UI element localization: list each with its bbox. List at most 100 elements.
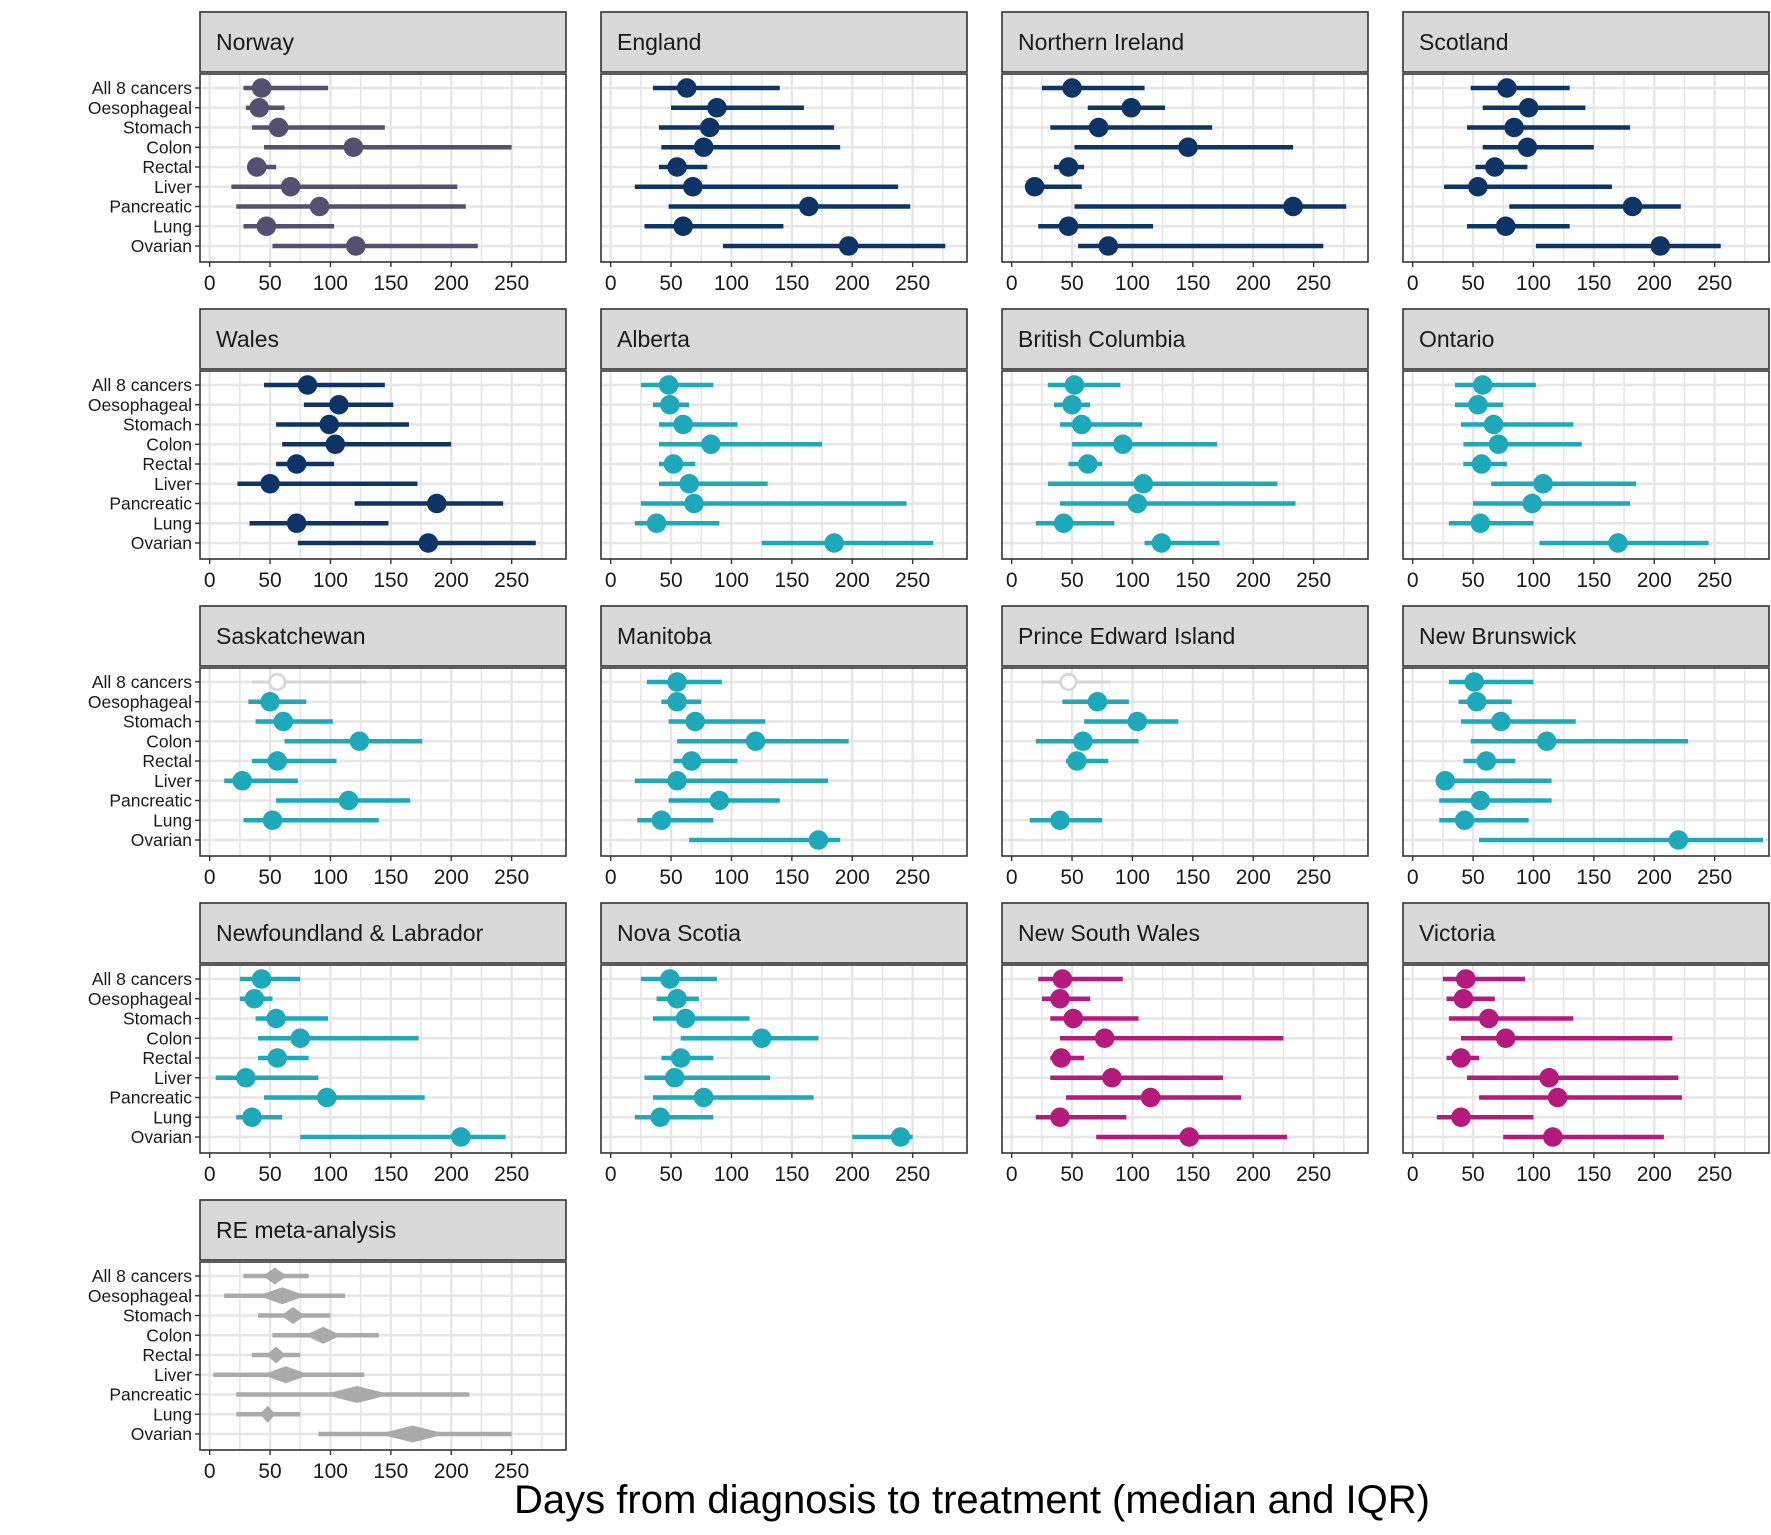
median-point <box>1476 751 1497 771</box>
median-point <box>670 1048 691 1068</box>
median-point <box>667 988 687 1009</box>
median-point <box>1542 1127 1563 1147</box>
x-tick-label: 250 <box>494 272 529 295</box>
x-tick-label: 250 <box>1697 569 1732 592</box>
median-point <box>667 672 687 692</box>
median-point <box>268 117 289 138</box>
median-point <box>273 711 294 732</box>
y-tick-label: All 8 cancers <box>92 672 192 692</box>
panel-border <box>600 73 968 263</box>
median-point <box>838 236 859 256</box>
median-point <box>1504 117 1524 138</box>
median-point <box>325 434 346 455</box>
facet-strip <box>199 605 567 667</box>
x-tick-label: 50 <box>258 569 281 592</box>
estimate-diamond <box>378 1425 447 1443</box>
median-point <box>1464 672 1485 692</box>
estimate-diamond <box>323 1386 391 1403</box>
median-point <box>232 770 253 791</box>
facet-title: New South Wales <box>1018 920 1200 946</box>
panel-border <box>1001 370 1369 560</box>
median-point <box>667 691 687 712</box>
median-point <box>667 770 687 791</box>
series-norway <box>231 78 512 256</box>
median-point <box>1064 375 1085 395</box>
y-tick-label: Ovarian <box>131 236 192 256</box>
x-tick-label: 250 <box>895 569 930 592</box>
median-point <box>1451 1048 1471 1068</box>
x-tick-label: 200 <box>1637 272 1672 295</box>
x-tick-label: 100 <box>313 569 348 592</box>
x-tick-label: 250 <box>1296 1163 1331 1186</box>
x-tick-label: 200 <box>434 1460 469 1483</box>
x-tick-label: 50 <box>1060 866 1083 889</box>
x-axis: 0 50 100 150 200 250 <box>605 1153 930 1186</box>
median-point <box>1102 1067 1122 1088</box>
facet-new-brunswick: New Brunswick 0 50 100 150 200 250 <box>1402 605 1770 889</box>
x-tick-label: 50 <box>659 866 682 889</box>
median-point <box>1121 97 1142 118</box>
x-tick-label: 150 <box>1576 866 1611 889</box>
panel-border <box>199 370 567 560</box>
median-point <box>1650 236 1671 256</box>
x-tick-label: 50 <box>258 866 281 889</box>
facet-nova-scotia: Nova Scotia 0 50 100 150 200 250 <box>600 902 968 1186</box>
median-point <box>1140 1087 1161 1108</box>
facet-title: Nova Scotia <box>617 920 741 946</box>
facet-strip <box>199 308 567 370</box>
median-point <box>260 473 280 494</box>
median-point <box>317 1087 337 1108</box>
median-point <box>1051 1048 1071 1068</box>
x-tick-label: 200 <box>434 569 469 592</box>
estimate-diamond <box>305 1326 342 1344</box>
median-point <box>667 157 687 177</box>
median-point <box>251 78 272 98</box>
panel-border <box>600 964 968 1154</box>
median-point <box>426 493 447 514</box>
median-point <box>1491 711 1511 732</box>
x-tick-label: 50 <box>258 272 281 295</box>
median-point <box>1517 137 1538 158</box>
x-tick-label: 250 <box>1296 272 1331 295</box>
y-tick-label: Pancreatic <box>109 791 192 811</box>
median-point <box>418 533 439 553</box>
median-point <box>701 434 721 455</box>
median-point <box>1468 394 1488 415</box>
series-new-south-wales <box>1035 969 1288 1147</box>
median-point <box>646 513 667 534</box>
x-tick-label: 200 <box>1637 1163 1672 1186</box>
panel-border <box>1402 370 1770 560</box>
y-tick-label: Pancreatic <box>109 1088 192 1108</box>
series-prince-edward-island <box>1029 672 1179 831</box>
x-tick-label: 100 <box>714 272 749 295</box>
median-point <box>242 1107 262 1128</box>
x-tick-label: 0 <box>605 272 617 295</box>
y-tick-label: Pancreatic <box>109 494 192 514</box>
x-axis: 0 50 100 150 200 250 <box>1006 856 1331 889</box>
y-tick-label: Stomach <box>123 712 192 732</box>
facet-new-south-wales: New South Wales 0 50 100 150 200 250 <box>1001 902 1369 1186</box>
y-tick-label: Oesophageal <box>88 1286 192 1306</box>
median-point <box>1536 731 1557 752</box>
x-tick-label: 200 <box>835 569 870 592</box>
y-tick-label: Lung <box>153 216 192 236</box>
series-british-columbia <box>1035 375 1296 553</box>
median-point <box>1547 1087 1568 1108</box>
x-axis: 0 50 100 150 200 250 <box>1006 559 1331 592</box>
y-tick-label: Liver <box>154 771 192 791</box>
median-point <box>338 790 359 811</box>
median-point <box>683 176 703 197</box>
x-tick-label: 150 <box>373 866 408 889</box>
x-tick-label: 250 <box>494 866 529 889</box>
y-tick-label: Colon <box>146 1325 192 1345</box>
facet-alberta: Alberta 0 50 100 150 200 250 <box>600 308 968 592</box>
median-point <box>1470 513 1491 534</box>
facet-strip <box>1001 11 1369 73</box>
median-point <box>679 473 699 494</box>
x-tick-label: 150 <box>774 866 809 889</box>
median-point <box>251 969 272 989</box>
y-tick-label: Ovarian <box>131 533 192 553</box>
x-tick-label: 50 <box>1461 272 1484 295</box>
x-tick-label: 50 <box>258 1163 281 1186</box>
x-tick-label: 0 <box>1006 866 1018 889</box>
